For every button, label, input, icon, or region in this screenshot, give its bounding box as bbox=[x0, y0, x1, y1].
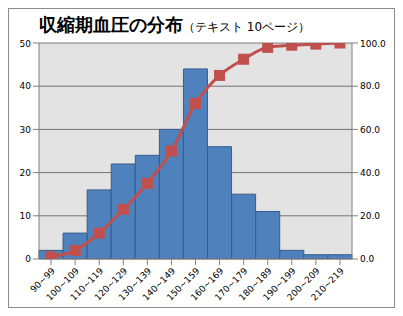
svg-text:40: 40 bbox=[20, 81, 32, 91]
svg-text:50: 50 bbox=[20, 39, 32, 49]
svg-text:160~169: 160~169 bbox=[188, 265, 226, 303]
svg-text:180~189: 180~189 bbox=[237, 265, 274, 303]
svg-text:150~159: 150~159 bbox=[164, 265, 202, 303]
svg-text:100~109: 100~109 bbox=[44, 265, 81, 303]
svg-text:40.0: 40.0 bbox=[360, 168, 380, 178]
svg-text:120~129: 120~129 bbox=[92, 265, 130, 303]
svg-text:100.0: 100.0 bbox=[360, 39, 386, 49]
svg-text:170~179: 170~179 bbox=[212, 265, 250, 303]
svg-text:130~139: 130~139 bbox=[116, 265, 154, 303]
svg-text:80.0: 80.0 bbox=[360, 81, 380, 91]
svg-text:190~199: 190~199 bbox=[261, 265, 298, 303]
svg-text:20.0: 20.0 bbox=[360, 211, 380, 221]
svg-text:60.0: 60.0 bbox=[360, 125, 380, 135]
svg-text:0.0: 0.0 bbox=[360, 254, 375, 264]
svg-text:10: 10 bbox=[20, 211, 32, 221]
svg-text:30: 30 bbox=[20, 125, 32, 135]
svg-text:110~119: 110~119 bbox=[68, 265, 106, 303]
html-text:収縮期血圧の分布（テキスト 10ページ）: 収縮期血圧の分布（テキスト 10ページ） bbox=[39, 14, 311, 35]
svg-text:200~209: 200~209 bbox=[285, 265, 322, 303]
svg-text:140~149: 140~149 bbox=[140, 265, 178, 303]
svg-text:0: 0 bbox=[25, 254, 31, 264]
svg-text:20: 20 bbox=[20, 168, 32, 178]
svg-text:210~219: 210~219 bbox=[309, 266, 346, 303]
svg-text:90~99: 90~99 bbox=[28, 265, 57, 295]
